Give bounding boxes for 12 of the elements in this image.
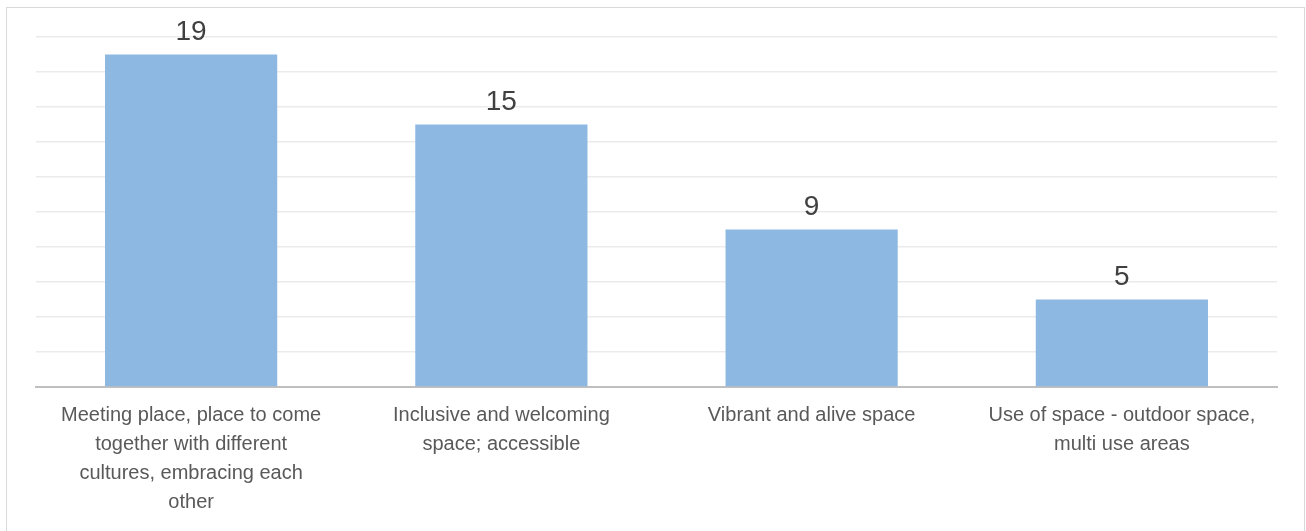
bar	[105, 54, 278, 387]
data-label: 9	[803, 190, 820, 222]
x-tick-label: Inclusive and welcoming space; accessible	[392, 403, 610, 455]
bar	[725, 229, 898, 387]
bar	[1035, 299, 1208, 387]
x-tick-label: Use of space - outdoor space, multi use areas	[988, 403, 1256, 455]
x-tick-label: Meeting place, place to come together with different cultures, embracing each other	[61, 403, 322, 513]
x-tick-label: Vibrant and alive space	[707, 403, 916, 426]
data-label: 15	[485, 85, 517, 117]
data-label: 19	[175, 15, 207, 47]
bar	[415, 124, 588, 387]
data-label: 5	[1114, 260, 1130, 292]
